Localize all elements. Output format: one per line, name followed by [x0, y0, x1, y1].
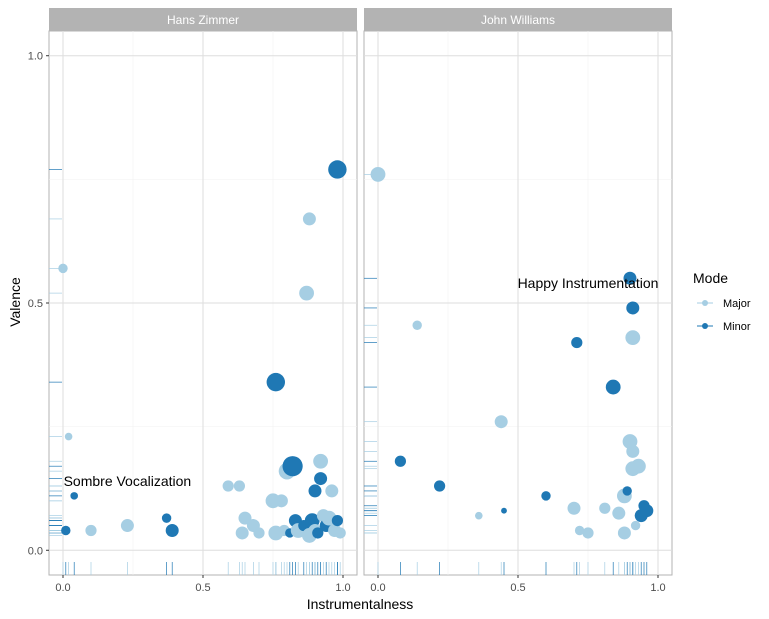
- data-point-minor: [640, 504, 654, 518]
- legend-key-point-major: [702, 300, 708, 306]
- data-point-minor: [165, 523, 179, 537]
- data-point-minor: [312, 527, 324, 539]
- data-point-major: [325, 484, 339, 498]
- data-point-minor: [605, 379, 621, 395]
- facet-strip: [49, 8, 357, 31]
- legend-item-major: Major: [697, 298, 751, 310]
- panels-layer: Hans Zimmer Sombre Vocalization 0.0 0.5 1.0 0…: [28, 8, 673, 594]
- facet-strip-label: Hans Zimmer: [167, 13, 239, 27]
- legend-title: Mode: [693, 270, 728, 286]
- facet-strip-label: John Williams: [481, 13, 555, 27]
- data-point-major: [625, 330, 641, 346]
- data-point-major: [631, 458, 646, 474]
- data-point-major: [617, 526, 631, 540]
- data-point-major: [567, 501, 581, 515]
- data-point-major: [334, 527, 346, 539]
- data-point-minor: [61, 525, 71, 536]
- data-point-major: [120, 519, 134, 533]
- facet-strip: [364, 8, 672, 31]
- data-point-minor: [314, 472, 328, 486]
- x-tick-label: 0.0: [370, 582, 385, 594]
- legend: Mode Major Minor: [693, 270, 751, 333]
- data-point-major: [612, 506, 626, 520]
- data-point-major: [85, 524, 97, 537]
- data-point-minor: [622, 486, 632, 496]
- legend-item-minor: Minor: [697, 321, 751, 333]
- x-tick-label: 1.0: [650, 582, 665, 594]
- y-tick-label: 0.5: [28, 298, 43, 310]
- x-tick-label: 1.0: [335, 582, 350, 594]
- legend-label-minor: Minor: [723, 321, 751, 333]
- data-point-minor: [161, 513, 172, 523]
- data-point-major: [233, 480, 245, 492]
- data-point-major: [630, 520, 641, 531]
- data-point-minor: [394, 455, 406, 467]
- data-point-minor: [331, 515, 343, 527]
- facet-panel: Hans Zimmer Sombre Vocalization 0.0 0.5 1.0 0…: [28, 8, 358, 594]
- data-point-major: [58, 263, 68, 274]
- x-axis-title: Instrumentalness: [307, 596, 414, 612]
- data-point-major: [313, 453, 328, 469]
- data-point-major: [64, 432, 73, 441]
- data-point-minor: [571, 336, 583, 349]
- data-point-major: [370, 167, 386, 182]
- data-point-minor: [434, 480, 446, 492]
- y-axis-title: Valence: [7, 277, 23, 327]
- data-point-minor: [328, 160, 347, 179]
- legend-label-major: Major: [723, 298, 751, 310]
- data-point-major: [626, 444, 640, 458]
- data-point-major: [494, 415, 508, 429]
- y-tick-label: 1.0: [28, 51, 43, 63]
- data-point-major: [574, 525, 585, 536]
- x-tick-label: 0.0: [55, 582, 70, 594]
- facet-panel: John Williams Happy Instrumentation 0.0 0.5…: [363, 8, 673, 594]
- data-point-major: [222, 480, 234, 492]
- data-point-minor: [70, 492, 78, 500]
- data-point-major: [599, 502, 611, 514]
- data-point-minor: [282, 456, 303, 477]
- legend-key-point-minor: [702, 323, 708, 329]
- data-point-major: [253, 527, 265, 539]
- data-point-major: [412, 320, 422, 330]
- data-point-minor: [541, 491, 551, 501]
- y-tick-label: 0.0: [28, 545, 43, 557]
- data-point-major: [299, 285, 314, 301]
- data-point-major: [235, 526, 249, 540]
- annotation-label: Happy Instrumentation: [518, 275, 659, 291]
- data-point-major: [582, 527, 594, 539]
- data-point-major: [238, 511, 252, 525]
- data-point-minor: [626, 301, 640, 315]
- x-tick-label: 0.5: [195, 582, 210, 594]
- data-point-minor: [308, 484, 322, 498]
- data-point-minor: [501, 507, 507, 514]
- data-point-major: [475, 511, 483, 520]
- data-point-major: [274, 494, 288, 508]
- annotation-label: Sombre Vocalization: [64, 473, 192, 489]
- data-point-minor: [623, 271, 637, 285]
- x-tick-label: 0.5: [510, 582, 525, 594]
- data-point-minor: [266, 372, 285, 392]
- data-point-major: [302, 212, 316, 226]
